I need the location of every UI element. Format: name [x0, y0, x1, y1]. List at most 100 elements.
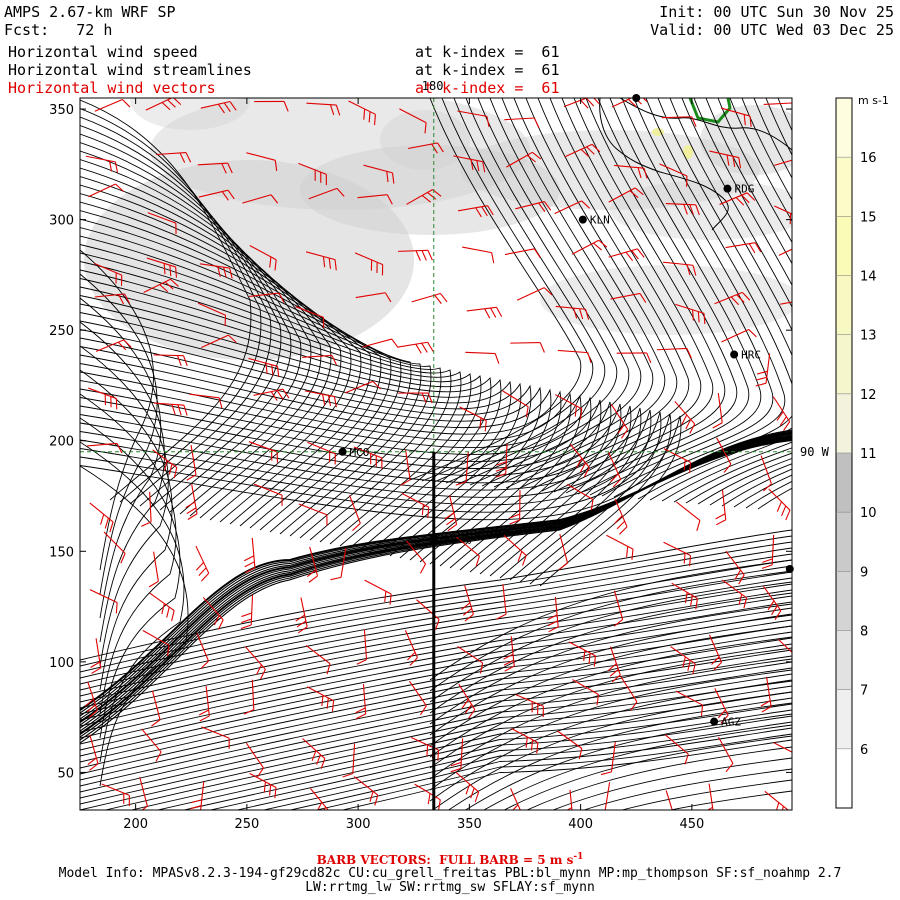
streamline — [673, 98, 792, 503]
wind-barb-feather — [342, 773, 354, 778]
streamline — [80, 529, 792, 661]
wind-barb-shaft — [89, 502, 114, 523]
wind-barb — [774, 156, 792, 170]
wind-barb — [675, 690, 704, 716]
wind-barb-shaft — [399, 108, 427, 124]
wind-barb — [146, 257, 178, 278]
streamline — [409, 98, 582, 481]
model-info: Model Info: MPASv8.2.3-194-gf29cd82c CU:… — [58, 866, 842, 881]
wind-barb-feather — [415, 250, 421, 261]
wind-barb-shaft — [722, 579, 747, 599]
wind-barb-feather — [625, 251, 634, 262]
wind-barb-feather — [715, 519, 726, 526]
wind-barb — [608, 187, 644, 203]
wind-barb-shaft — [248, 357, 278, 367]
wind-barb — [198, 686, 210, 722]
streamline — [429, 614, 792, 736]
wind-barb-feather — [619, 526, 628, 535]
streamline — [429, 636, 792, 758]
wind-barb-shaft — [455, 771, 480, 793]
wind-barb — [674, 401, 696, 434]
wind-barb — [245, 646, 266, 680]
streamlines — [80, 98, 792, 810]
wind-barb-feather — [587, 352, 592, 364]
streamline — [80, 571, 792, 703]
wind-barb-feather — [583, 467, 590, 478]
wind-barb-feather — [643, 168, 648, 179]
wind-barb-shaft — [453, 155, 483, 163]
wind-barb-feather — [128, 795, 130, 807]
wind-barb — [103, 531, 126, 564]
wind-barb-feather — [322, 812, 332, 821]
wind-barb-feather — [688, 462, 692, 474]
colorbar-tick-label: 15 — [860, 210, 877, 225]
wind-barb — [564, 143, 601, 158]
wind-barb — [147, 212, 177, 234]
wind-barb-feather — [810, 298, 816, 309]
wind-barb-shaft — [190, 444, 197, 475]
wind-barb-feather — [621, 429, 629, 439]
model-title: AMPS 2.67-km WRF SP — [4, 3, 176, 21]
wind-barb-feather — [464, 613, 474, 622]
wind-barb — [725, 242, 762, 254]
wind-barb — [547, 596, 559, 633]
wind-barb — [151, 690, 161, 727]
wind-barb-shaft — [202, 597, 224, 621]
wind-barb — [201, 726, 230, 749]
wind-barb-shaft — [465, 451, 469, 482]
wind-barb — [455, 771, 480, 803]
wind-barb-shaft — [455, 536, 480, 557]
streamline — [552, 757, 792, 810]
wind-barb-feather — [334, 259, 337, 271]
wind-barb-shaft — [506, 151, 533, 168]
wind-barb — [554, 200, 590, 215]
wind-barb-feather — [743, 114, 746, 126]
wind-barb-shaft — [245, 646, 266, 670]
wind-barb-feather — [646, 352, 652, 364]
wind-barb-feather — [692, 663, 696, 675]
streamline — [601, 98, 774, 497]
wind-barb-shaft — [608, 248, 638, 258]
wind-barb-feather — [695, 204, 700, 216]
wind-barb-feather — [274, 259, 277, 271]
wind-barb-feather — [779, 806, 784, 810]
wind-barb-shaft — [554, 200, 582, 215]
wind-barb-feather — [183, 405, 188, 416]
wind-barb-feather — [630, 701, 638, 711]
wind-barb-shaft — [196, 633, 210, 662]
wind-barb — [762, 585, 782, 620]
wind-barb-shaft — [363, 629, 368, 660]
wind-barb-shaft — [152, 449, 178, 468]
wind-barb-shaft — [709, 150, 739, 159]
wind-barb — [306, 686, 335, 712]
wind-barb-shaft — [676, 501, 701, 521]
wind-barb-feather — [491, 252, 495, 264]
wind-barb-shaft — [295, 306, 324, 318]
wind-barb — [416, 599, 440, 630]
wind-barb-feather — [241, 618, 252, 624]
streamline — [80, 637, 792, 769]
wind-barb-feather — [227, 189, 235, 200]
wind-barb-shaft — [771, 534, 775, 565]
wind-barb-feather — [177, 404, 182, 416]
wind-barb-feather — [771, 605, 778, 616]
wind-barb-feather — [761, 706, 772, 713]
wind-barb-shaft — [304, 390, 335, 398]
streamline — [340, 739, 792, 810]
wind-barb-feather — [517, 551, 523, 562]
wind-barb-feather — [427, 793, 431, 805]
wind-barb — [510, 342, 545, 353]
streamline — [80, 244, 422, 535]
y-tick-label: 100 — [49, 656, 74, 671]
wind-barb-feather — [167, 99, 176, 108]
wind-barb-shaft — [555, 305, 586, 310]
wind-barb-feather — [437, 750, 439, 761]
x-tick-label: 250 — [234, 817, 259, 832]
x-tick-label: 450 — [679, 817, 704, 832]
wind-barb-feather — [713, 661, 722, 671]
colorbar-segment — [836, 512, 852, 572]
wind-barb-shaft — [505, 443, 508, 474]
streamline — [80, 252, 432, 537]
wind-barb-feather — [696, 520, 701, 531]
wind-barb-feather — [87, 757, 97, 765]
